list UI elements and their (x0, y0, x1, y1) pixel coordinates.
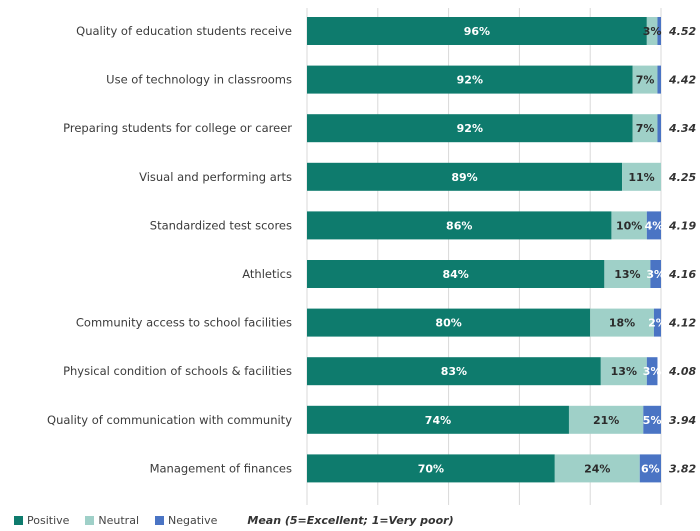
mean-value: 4.34 (668, 122, 696, 135)
bar-neutral (611, 211, 647, 240)
labels: Quality of education students receive 96%… (47, 24, 696, 475)
bar-negative (653, 308, 661, 337)
mean-value: 4.16 (668, 268, 696, 281)
mean-value: 4.25 (668, 171, 696, 184)
bar-positive (307, 65, 633, 94)
bar-neutral (632, 114, 658, 143)
bar-neutral (568, 405, 644, 434)
legend-swatch-neutral (85, 515, 95, 525)
data-label-positive: 86% (446, 219, 472, 232)
data-label-neutral: 13% (614, 268, 640, 281)
data-label-neutral: 18% (609, 317, 635, 330)
data-label-positive: 92% (457, 122, 483, 135)
bar-positive (307, 308, 591, 337)
data-label-neutral: 7% (636, 74, 655, 87)
bar-neutral (646, 17, 658, 45)
bar-negative (657, 65, 661, 94)
bar-neutral (590, 308, 654, 337)
legend-item-positive: Positive (14, 514, 69, 527)
bar-neutral (554, 454, 640, 483)
category-label: Community access to school facilities (76, 316, 292, 330)
mean-value: 4.12 (668, 317, 696, 330)
data-label-positive: 83% (441, 365, 467, 378)
data-label-negative: 2% (648, 317, 667, 330)
bars (307, 17, 661, 483)
bar-negative (650, 260, 661, 288)
data-label-neutral: 7% (636, 122, 655, 135)
category-label: Quality of communication with community (47, 413, 292, 427)
data-label-positive: 74% (425, 414, 451, 427)
mean-value: 3.82 (669, 462, 696, 475)
bar-negative (646, 211, 661, 240)
stacked-bar-chart: Quality of education students receive 96%… (47, 8, 696, 505)
bar-neutral (604, 260, 651, 288)
mean-value: 3.94 (669, 414, 696, 427)
mean-value: 4.08 (668, 365, 696, 378)
data-label-negative: 4% (645, 219, 664, 232)
data-label-neutral: 3% (643, 25, 662, 38)
bar-positive (307, 162, 623, 191)
mean-note: Mean (5=Excellent; 1=Very poor) (247, 513, 454, 527)
category-label: Quality of education students receive (76, 24, 292, 38)
category-label: Preparing students for college or career (63, 121, 292, 135)
legend-label-positive: Positive (27, 513, 70, 527)
bar-neutral (600, 357, 647, 386)
data-label-positive: 96% (464, 25, 490, 38)
data-label-positive: 92% (457, 74, 483, 87)
data-label-positive: 84% (443, 268, 469, 281)
data-label-neutral: 24% (584, 462, 610, 475)
category-label: Use of technology in classrooms (106, 73, 292, 87)
category-label: Athletics (242, 267, 292, 281)
legend-swatch-positive (14, 515, 23, 525)
bar-negative (639, 454, 661, 483)
bar-positive (307, 260, 605, 288)
data-label-negative: 6% (641, 462, 660, 475)
data-label-neutral: 21% (593, 414, 619, 427)
bar-positive (307, 114, 633, 143)
bar-neutral (632, 65, 658, 94)
data-label-negative: 3% (646, 268, 665, 281)
data-label-negative: 5% (643, 414, 662, 427)
bar-positive (307, 454, 555, 483)
legend-label-negative: Negative (168, 513, 218, 527)
bar-negative (657, 17, 661, 45)
bar-positive (307, 17, 647, 45)
mean-value: 4.42 (668, 74, 696, 87)
category-label: Standardized test scores (150, 218, 292, 232)
data-label-neutral: 11% (628, 171, 654, 184)
legend-swatch-negative (155, 515, 165, 525)
data-label-neutral: 10% (616, 219, 642, 232)
bar-positive (307, 357, 601, 386)
legend: Positive Neutral Negative Mean (5=Excell… (14, 512, 454, 528)
bar-positive (307, 405, 569, 434)
bar-positive (307, 211, 612, 240)
category-label: Management of finances (150, 461, 292, 475)
category-label: Visual and performing arts (139, 170, 292, 184)
bar-neutral (622, 162, 661, 191)
bar-negative (657, 114, 661, 143)
legend-label-neutral: Neutral (98, 513, 140, 527)
data-label-negative: 3% (643, 365, 662, 378)
bar-negative (643, 405, 661, 434)
category-label: Physical condition of schools & faciliti… (63, 364, 292, 378)
mean-value: 4.19 (668, 219, 696, 232)
legend-item-negative: Negative (155, 514, 217, 527)
data-label-positive: 80% (435, 317, 461, 330)
data-label-neutral: 13% (611, 365, 637, 378)
bar-negative (646, 357, 658, 386)
data-label-positive: 89% (451, 171, 477, 184)
legend-item-neutral: Neutral (85, 514, 139, 527)
data-label-positive: 70% (418, 462, 444, 475)
mean-value: 4.52 (668, 25, 696, 38)
